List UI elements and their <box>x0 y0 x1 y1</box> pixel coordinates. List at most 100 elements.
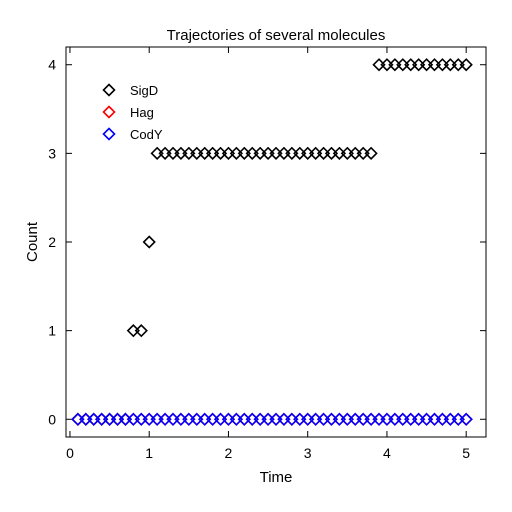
point-hag <box>340 412 354 426</box>
point-hag <box>158 412 172 426</box>
point-cody <box>340 412 354 426</box>
point-cody <box>182 412 196 426</box>
point-sigd <box>459 58 473 72</box>
x-axis-label: Time <box>260 469 293 486</box>
point-hag <box>118 412 133 426</box>
point-cody <box>79 412 93 426</box>
point-sigd <box>269 146 283 160</box>
point-cody <box>332 412 347 426</box>
point-hag <box>293 412 307 426</box>
point-hag <box>213 412 228 426</box>
point-hag <box>451 412 465 426</box>
point-cody <box>110 412 125 426</box>
point-hag <box>95 412 109 426</box>
point-cody <box>301 412 315 426</box>
point-sigd <box>142 235 156 249</box>
point-cody <box>419 412 434 426</box>
point-hag <box>166 412 180 426</box>
point-hag <box>221 412 236 426</box>
point-cody <box>459 412 473 426</box>
point-hag <box>332 412 347 426</box>
point-hag <box>237 412 251 426</box>
point-hag <box>126 412 140 426</box>
point-sigd <box>126 324 140 338</box>
point-sigd <box>404 58 418 72</box>
point-cody <box>285 412 299 426</box>
point-sigd <box>95 412 109 426</box>
point-hag <box>404 412 418 426</box>
point-sigd <box>134 324 148 338</box>
x-tick-label: 1 <box>145 445 153 461</box>
point-cody <box>269 412 283 426</box>
y-tick-label: 3 <box>48 145 56 161</box>
point-cody <box>380 412 394 426</box>
point-cody <box>427 412 442 426</box>
point-hag <box>110 412 125 426</box>
point-hag <box>102 412 117 426</box>
point-sigd <box>451 58 465 72</box>
point-cody <box>126 412 140 426</box>
point-sigd <box>427 58 442 72</box>
point-hag <box>205 412 220 426</box>
point-cody <box>102 412 117 426</box>
point-sigd <box>118 412 133 426</box>
x-tick-label: 4 <box>383 445 391 461</box>
point-hag <box>427 412 442 426</box>
point-sigd <box>198 146 212 160</box>
y-tick-label: 4 <box>48 57 56 73</box>
x-tick-label: 5 <box>462 445 470 461</box>
legend-marker-sigd <box>102 83 116 97</box>
point-sigd <box>190 146 204 160</box>
point-cody <box>71 412 85 426</box>
point-cody <box>221 412 236 426</box>
point-cody <box>158 412 172 426</box>
point-cody <box>324 412 339 426</box>
point-hag <box>150 412 164 426</box>
point-cody <box>95 412 109 426</box>
point-sigd <box>221 146 236 160</box>
point-cody <box>388 412 402 426</box>
point-sigd <box>237 146 251 160</box>
point-cody <box>190 412 204 426</box>
point-cody <box>364 412 378 426</box>
point-sigd <box>71 412 85 426</box>
point-hag <box>308 412 323 426</box>
point-sigd <box>293 146 307 160</box>
point-hag <box>380 412 394 426</box>
point-cody <box>396 412 410 426</box>
point-cody <box>213 412 228 426</box>
point-cody <box>198 412 212 426</box>
point-sigd <box>285 146 299 160</box>
point-cody <box>237 412 251 426</box>
point-sigd <box>348 146 362 160</box>
legend-marker-cody <box>102 127 116 141</box>
point-hag <box>229 412 244 426</box>
point-sigd <box>150 146 164 160</box>
y-tick-label: 0 <box>48 411 56 427</box>
point-cody <box>253 412 267 426</box>
point-hag <box>412 412 426 426</box>
point-cody <box>348 412 362 426</box>
point-sigd <box>158 146 172 160</box>
point-cody <box>174 412 188 426</box>
point-hag <box>261 412 275 426</box>
point-hag <box>372 412 386 426</box>
point-cody <box>205 412 220 426</box>
y-axis-label: Count <box>24 221 41 262</box>
point-cody <box>412 412 426 426</box>
point-hag <box>79 412 93 426</box>
point-hag <box>388 412 402 426</box>
point-cody <box>142 412 156 426</box>
point-cody <box>435 412 450 426</box>
point-cody <box>356 412 370 426</box>
point-sigd <box>79 412 93 426</box>
point-cody <box>277 412 291 426</box>
point-hag <box>245 412 259 426</box>
point-hag <box>356 412 370 426</box>
point-sigd <box>396 58 410 72</box>
point-hag <box>396 412 410 426</box>
y-tick-label: 2 <box>48 234 56 250</box>
point-cody <box>293 412 307 426</box>
point-sigd <box>324 146 339 160</box>
point-hag <box>277 412 291 426</box>
